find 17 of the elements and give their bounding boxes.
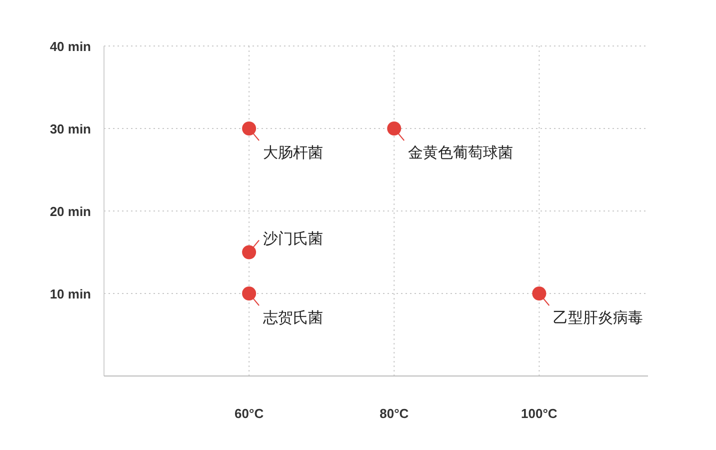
point	[242, 122, 256, 136]
point	[532, 286, 546, 300]
y-tick-label: 40 min	[50, 39, 92, 54]
annotation: 沙门氏菌	[263, 230, 324, 248]
y-tick-label: 10 min	[50, 286, 92, 302]
annotation: 大肠杆菌	[263, 144, 324, 162]
point	[242, 245, 256, 260]
annotation: 乙型肝炎病毒	[553, 310, 644, 326]
y-tick-label: 20 min	[50, 204, 92, 219]
x-tick-label: 100°C	[521, 406, 558, 421]
point	[387, 122, 402, 136]
x-tick-label: 60°C	[234, 406, 264, 421]
annotation: 金黄色葡萄球菌	[408, 144, 514, 162]
y-tick-label: 30 min	[50, 122, 92, 136]
annotation: 志贺氏菌	[263, 310, 324, 326]
x-tick-label: 80°C	[380, 406, 410, 421]
point	[242, 286, 256, 300]
